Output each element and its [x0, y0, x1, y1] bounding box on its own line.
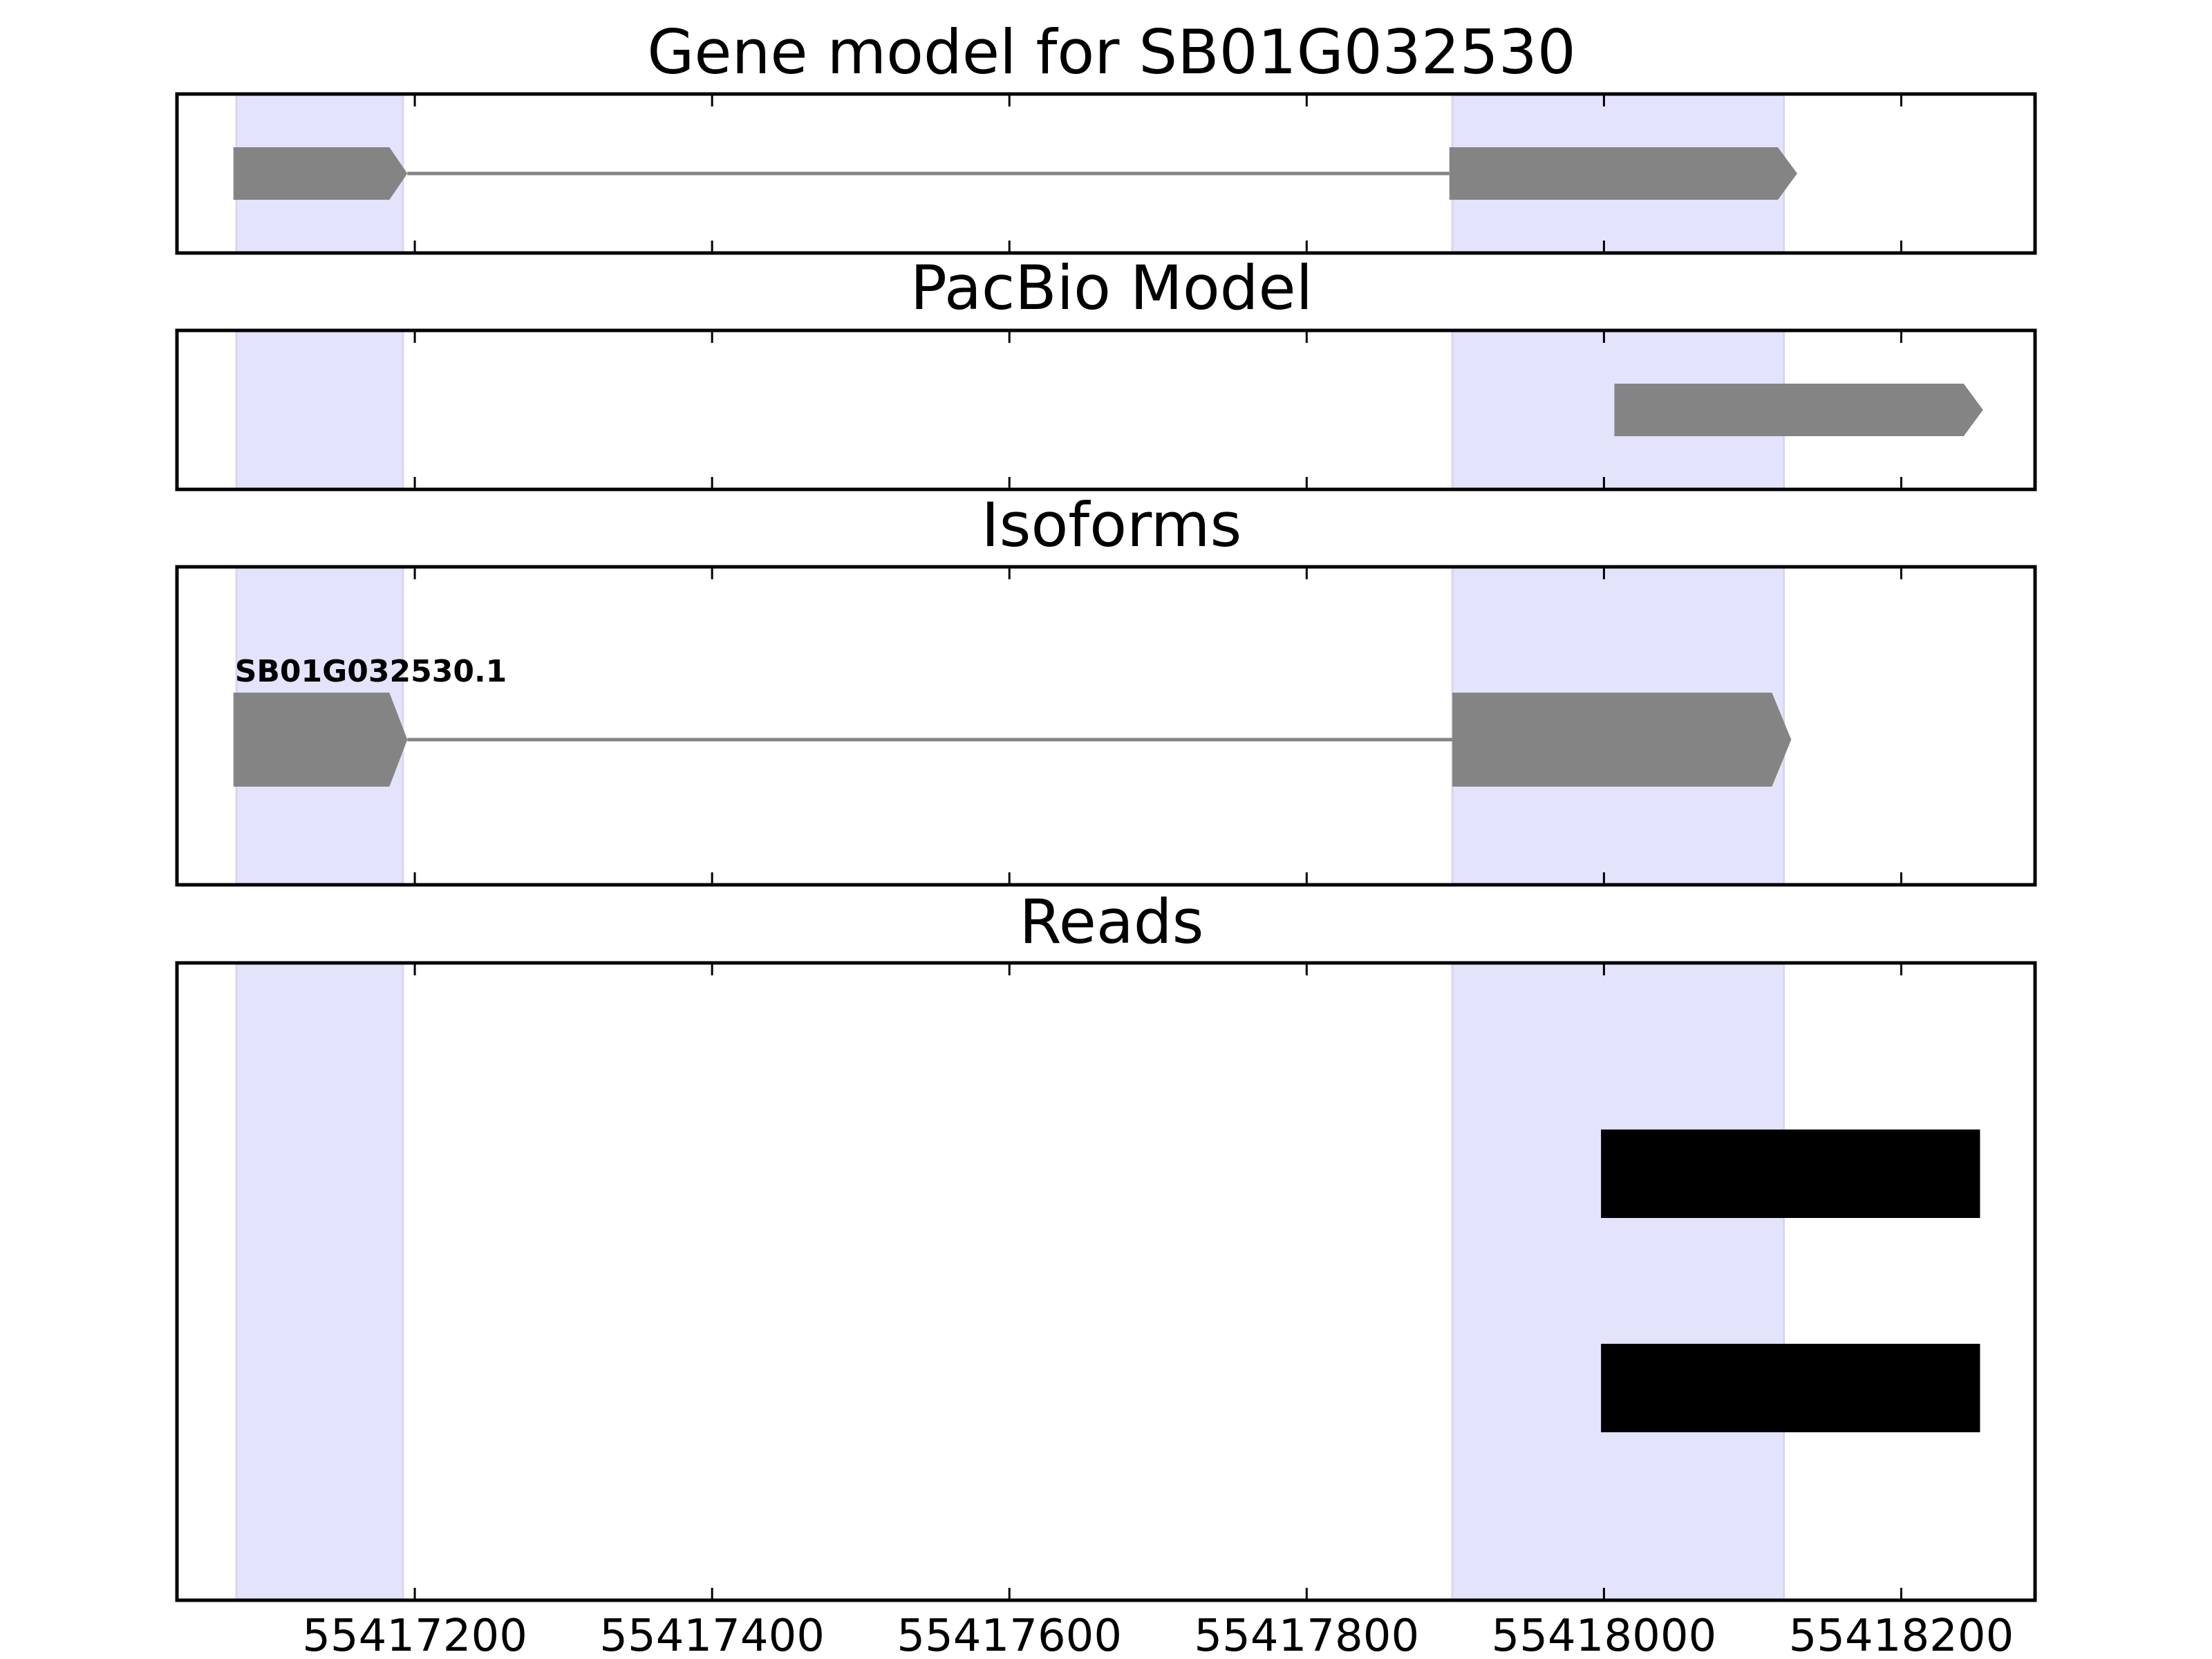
panel-isoforms: Isoforms SB01G032530.1 — [175, 489, 2037, 887]
x-tick-label: 55417800 — [1194, 1611, 1419, 1659]
highlight-band-1 — [235, 962, 404, 1602]
panel-title-pacbio-model: PacBio Model — [910, 252, 1313, 324]
x-tick-label: 55417600 — [897, 1611, 1122, 1659]
panel-frame — [175, 92, 2037, 255]
panel-gene-model: Gene model for SB01G032530 — [175, 17, 2037, 255]
panel-pacbio-model: PacBio Model — [175, 252, 2037, 491]
x-tick-label: 55418000 — [1492, 1611, 1717, 1659]
panel-title-isoforms: Isoforms — [982, 489, 1242, 561]
x-tick-label: 55418200 — [1789, 1611, 2014, 1659]
x-tick-label: 55417200 — [302, 1611, 527, 1659]
highlight-band-1 — [235, 329, 404, 491]
panel-frame — [175, 328, 2037, 491]
panel-title-gene-model: Gene model for SB01G032530 — [647, 17, 1576, 88]
panel-frame — [175, 961, 2037, 1602]
pacbio-model-plot — [175, 328, 2037, 491]
panel-frame — [175, 565, 2037, 887]
read-bar-1 — [1601, 1130, 1980, 1218]
x-tick-label: 55417400 — [599, 1611, 825, 1659]
panel-reads: Reads — [175, 886, 2037, 1602]
isoform-label: SB01G032530.1 — [235, 654, 507, 689]
exon-1 — [233, 693, 408, 787]
read-bar-2 — [1601, 1344, 1980, 1432]
reads-plot — [175, 961, 2037, 1602]
panel-title-reads: Reads — [1020, 886, 1204, 957]
x-axis-tick-labels: 55417200 55417400 55417600 55417800 55418000… — [302, 1611, 2014, 1659]
exon-1 — [1614, 384, 1983, 436]
exon-2 — [1452, 693, 1792, 787]
exon-2 — [1449, 147, 1797, 200]
highlight-band-2 — [1451, 962, 1785, 1602]
gene-model-plot — [175, 92, 2037, 255]
isoforms-plot: SB01G032530.1 — [175, 565, 2037, 887]
exon-1 — [233, 147, 408, 200]
